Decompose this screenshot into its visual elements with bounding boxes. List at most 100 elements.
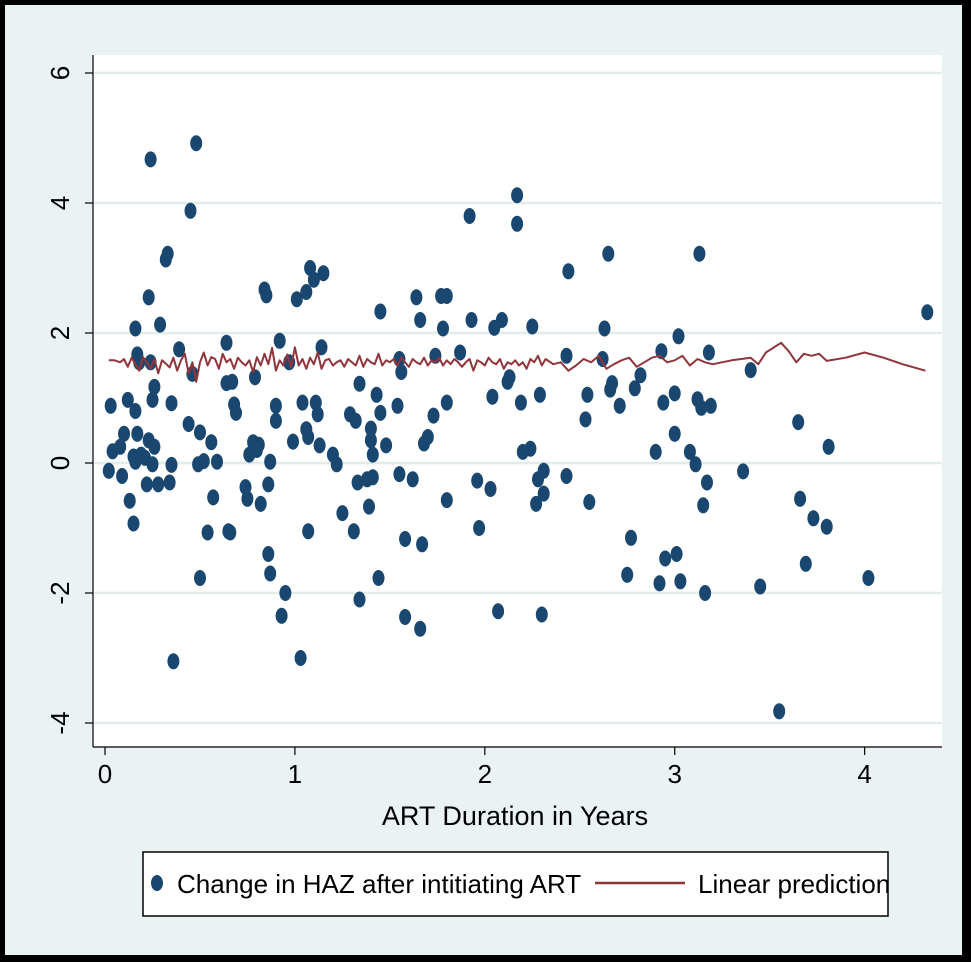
scatter-point <box>264 453 277 470</box>
scatter-point <box>862 570 875 586</box>
scatter-point <box>182 416 195 432</box>
scatter-point <box>262 546 275 562</box>
scatter-point <box>220 334 233 351</box>
scatter-point <box>737 463 750 480</box>
scatter-point <box>440 394 453 411</box>
scatter-point <box>104 397 117 414</box>
scatter-point <box>264 565 277 582</box>
scatter-point <box>353 375 366 392</box>
scatter-point <box>366 469 379 486</box>
scatter-point <box>674 573 687 590</box>
scatter-point <box>693 245 706 262</box>
scatter-point <box>194 570 206 586</box>
scatter-point <box>773 703 786 720</box>
scatter-point <box>526 318 539 335</box>
x-tick-label: 3 <box>667 759 681 789</box>
grid-lines <box>93 71 942 725</box>
scatter-point <box>290 291 303 308</box>
scatter-point <box>142 289 155 306</box>
scatter-point <box>146 391 159 408</box>
line-layer <box>108 341 926 383</box>
legend: Change in HAZ after intitiating ART Line… <box>142 851 890 917</box>
scatter-point <box>114 438 127 455</box>
scatter-point <box>165 456 178 473</box>
scatter-point <box>416 536 429 553</box>
scatter-point <box>349 412 362 429</box>
scatter-point <box>300 284 313 300</box>
scatter-point <box>533 386 546 403</box>
scatter-point <box>201 524 214 541</box>
scatter-point <box>511 187 524 204</box>
scatter-point <box>414 620 427 637</box>
scatter-point <box>173 341 186 358</box>
scatter-point <box>537 462 550 479</box>
scatter-point <box>330 456 343 473</box>
scatter-point <box>697 497 710 514</box>
scatter-point <box>307 271 320 288</box>
scatter-point <box>535 606 548 623</box>
x-tick-label: 2 <box>478 759 492 789</box>
scatter-point <box>127 515 140 532</box>
scatter-point <box>613 397 626 414</box>
scatter-point <box>822 438 835 455</box>
scatter-point <box>351 474 364 491</box>
scatter-point <box>440 288 453 304</box>
scatter-point <box>140 476 153 493</box>
scatter-point <box>672 328 685 345</box>
scatter-point <box>486 388 499 405</box>
x-axis: 0 1 2 3 4 <box>93 746 942 789</box>
scatter-point <box>799 555 812 572</box>
scatter-point <box>625 529 637 546</box>
scatter-point <box>406 471 419 488</box>
scatter-point <box>391 397 404 414</box>
scatter-point <box>311 406 324 423</box>
scatter-point <box>921 304 934 321</box>
legend-scatter-marker <box>151 875 163 891</box>
scatter-point <box>695 399 708 416</box>
scatter-point <box>148 438 161 455</box>
scatter-point <box>670 546 683 562</box>
scatter-point <box>820 518 833 535</box>
scatter-point <box>317 265 330 282</box>
scatter-point <box>649 443 662 460</box>
y-tick-label: 2 <box>45 326 75 340</box>
scatter-point <box>144 151 157 168</box>
scatter-point <box>495 312 508 328</box>
legend-line-label: Linear prediction <box>698 869 890 899</box>
scatter-point <box>744 362 757 379</box>
scatter-point <box>514 394 527 411</box>
scatter-point <box>668 385 681 402</box>
scatter-point <box>562 263 575 280</box>
scatter-point <box>524 440 537 457</box>
scatter-point <box>252 436 265 453</box>
scatter-point <box>102 462 115 479</box>
scatter-point <box>596 351 609 367</box>
scatter-point <box>273 332 286 349</box>
scatter-point <box>465 312 478 328</box>
scatter-point <box>302 523 315 540</box>
y-tick-label: 6 <box>45 66 75 80</box>
scatter-point <box>701 474 713 491</box>
scatter-point <box>410 289 423 306</box>
scatter-point <box>302 429 315 445</box>
scatter-point <box>313 437 326 454</box>
scatter-point <box>579 411 592 428</box>
y-axis: -4 -2 0 2 4 6 <box>45 55 94 747</box>
scatter-point <box>294 650 307 666</box>
scatter-point <box>606 375 619 392</box>
scatter-point <box>121 391 134 408</box>
scatter-point <box>374 404 387 421</box>
scatter-point <box>165 395 178 412</box>
scatter-point <box>414 312 427 328</box>
scatter-point <box>226 373 239 390</box>
scatter-point <box>275 607 288 624</box>
scatter-point <box>583 494 596 510</box>
scatter-layer <box>102 135 934 720</box>
scatter-point <box>347 523 360 540</box>
scatter-point <box>230 404 242 421</box>
scatter-point <box>353 591 366 608</box>
scatter-point <box>364 432 377 449</box>
scatter-point <box>668 425 681 442</box>
scatter-point <box>152 476 165 493</box>
scatter-point <box>794 490 807 507</box>
